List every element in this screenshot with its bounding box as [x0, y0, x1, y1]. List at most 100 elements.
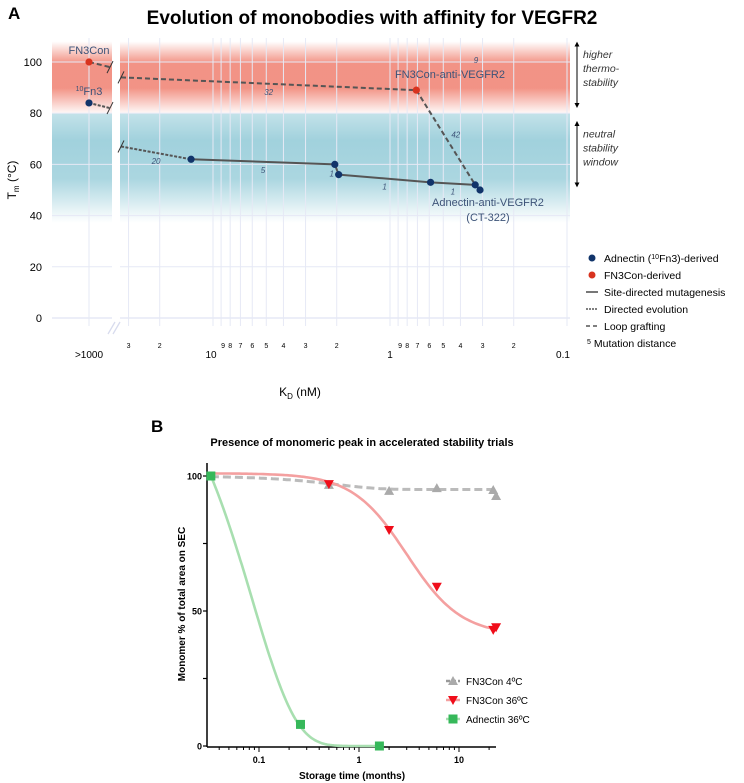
point-label: FN3Con-anti-VEGFR2 [395, 69, 505, 81]
mutation-distance-label: 9 [474, 56, 479, 65]
text-part: FN3Con [69, 45, 110, 57]
data-point [187, 155, 195, 163]
legend-item: Loop grafting [604, 321, 665, 333]
legend-marker-icon [448, 696, 458, 705]
text-part: m [12, 185, 21, 192]
y-tick-label: 60 [30, 159, 42, 171]
x-tick-label: 10 [454, 755, 464, 765]
y-tick-label: 50 [192, 607, 202, 617]
mutation-distance-label: 1 [382, 182, 386, 191]
text-part: 5 [587, 339, 591, 346]
text-part: Mutation distance [594, 338, 676, 350]
data-point [206, 471, 216, 481]
fit-curve-adnectin-36-c [209, 475, 380, 748]
y-tick-label: 80 [30, 108, 42, 120]
legend-item: Adnectin (10Fn3)-derived [604, 253, 719, 265]
panel-a: A Evolution of monobodies with affinity f… [5, 4, 725, 401]
mutation-distance-label: 1 [451, 188, 455, 197]
y-tick-label: 100 [24, 57, 42, 69]
x-minor-tick-label: 7 [415, 343, 419, 350]
mutation-distance-label: 42 [451, 131, 460, 140]
panel-label-b: B [151, 417, 163, 436]
legend-item: FN3Con 4ºC [466, 677, 522, 688]
data-point [431, 483, 442, 493]
segment-site [191, 158, 335, 166]
data-point [471, 181, 479, 189]
text-part: 10 [651, 254, 659, 261]
data-point [491, 623, 502, 633]
x-minor-tick-label: 3 [304, 343, 308, 350]
data-point [412, 86, 420, 94]
data-point [331, 160, 339, 168]
panel-b: B Presence of monomeric peak in accelerat… [151, 417, 530, 782]
break-tick-icon [117, 71, 125, 84]
segment-site [338, 173, 431, 184]
legend-marker-icon [448, 714, 458, 724]
annotation-text: stability [583, 77, 619, 89]
x-minor-tick-label: 5 [441, 343, 445, 350]
data-point [323, 480, 334, 490]
legend-item: Adnectin 36ºC [466, 715, 530, 726]
legend-item: Directed evolution [604, 304, 688, 316]
legend-item: 5 Mutation distance [587, 338, 676, 350]
text-part: 10 [76, 86, 84, 93]
y-tick-label: 0 [36, 313, 42, 325]
annotation-text: higher [583, 49, 613, 61]
x-minor-tick-label: 9 [398, 343, 402, 350]
text-part: (nM) [293, 385, 321, 399]
x-tick-label: 0.1 [556, 350, 570, 361]
data-point [426, 178, 435, 186]
text-part: Directed evolution [604, 304, 688, 316]
band-high-stability [120, 41, 570, 114]
x-minor-tick-label: 3 [127, 343, 131, 350]
legend-item: FN3Con-derived [604, 270, 681, 282]
data-point [374, 741, 384, 751]
point-label: 10Fn3 [76, 86, 103, 98]
x-minor-tick-label: 6 [427, 343, 431, 350]
chart-title: Presence of monomeric peak in accelerate… [210, 437, 513, 449]
text-part: Site-directed mutagenesis [604, 287, 725, 299]
y-tick-label: 100 [187, 472, 202, 482]
x-tick-label: 0.1 [253, 755, 266, 765]
data-point [384, 485, 395, 495]
segment-site [430, 181, 476, 186]
data-point [384, 526, 395, 535]
text-part: Fn3)-derived [659, 253, 719, 265]
text-part: K [279, 385, 287, 399]
annotation-text: window [583, 156, 619, 168]
band-high-stability [52, 41, 112, 114]
y-axis-label: Tm (°C) [5, 161, 21, 200]
band-neutral-window [120, 113, 570, 223]
data-point [85, 99, 93, 107]
data-point [295, 719, 305, 729]
x-minor-tick-label: 5 [264, 343, 268, 350]
point-label: (CT-322) [466, 212, 509, 224]
x-minor-tick-label: 4 [458, 343, 462, 350]
data-point [491, 490, 502, 500]
segment-loop [415, 89, 477, 186]
x-minor-tick-label: 8 [228, 343, 232, 350]
mutation-distance-label: 1 [330, 170, 334, 179]
data-point [476, 186, 484, 194]
fit-curve-fn3con-4-c [210, 475, 497, 491]
x-minor-tick-label: 3 [481, 343, 485, 350]
x-tick-label: 10 [205, 350, 217, 361]
text-part: (°C) [5, 161, 19, 186]
x-minor-tick-label: 9 [221, 343, 225, 350]
x-minor-tick-label: 8 [405, 343, 409, 350]
legend-marker-icon [448, 676, 458, 685]
annotation-text: thermo- [583, 63, 620, 75]
x-axis-label: KD (nM) [279, 385, 321, 401]
x-minor-tick-label: 7 [238, 343, 242, 350]
y-tick-label: 20 [30, 262, 42, 274]
fit-curve-fn3con-36-c [210, 472, 497, 631]
mutation-distance-label: 32 [264, 88, 273, 97]
mutation-distance-label: 5 [261, 166, 266, 175]
text-part: Adnectin-anti-VEGFR2 [432, 197, 544, 209]
text-part: Adnectin ( [604, 253, 652, 265]
x-minor-tick-label: 2 [158, 343, 162, 350]
point-label: FN3Con [69, 45, 110, 57]
x-minor-tick-label: 6 [250, 343, 254, 350]
legend-dot-icon [588, 254, 596, 262]
data-point [431, 582, 442, 592]
